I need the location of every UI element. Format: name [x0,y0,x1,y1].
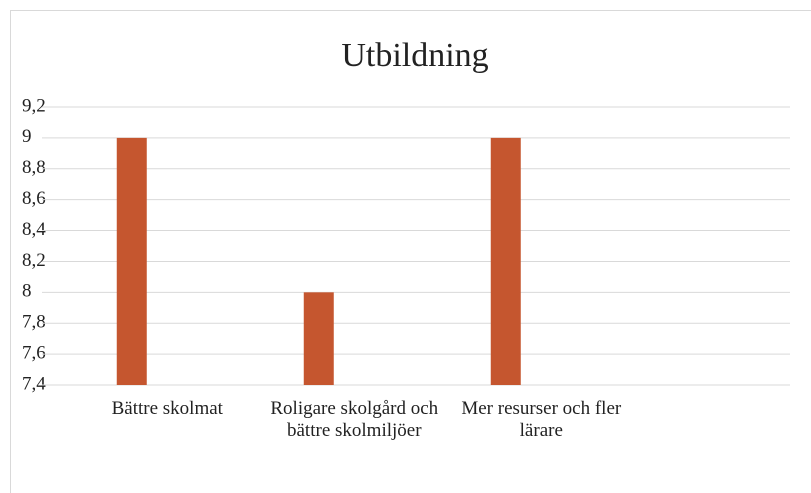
y-tick-label: 7,6 [22,342,46,363]
x-tick-label-box: Bättre skolmat [111,398,223,419]
y-tick-label: 7,8 [22,312,46,333]
x-tick-label-box: Roligare skolgård och bättre skolmiljöer [270,398,439,441]
y-tick-label: 8,4 [22,219,46,240]
y-tick-label: 9 [22,126,32,147]
y-tick-label: 7,4 [22,373,46,394]
bar [303,292,334,385]
x-tick-label: Roligare skolgård och bättre skolmiljöer [270,398,439,441]
y-tick-label: 8,8 [22,157,46,178]
y-tick-label: 8,2 [22,250,46,271]
y-tick-label: 8 [22,281,32,302]
chart-title: Utbildning [341,37,488,74]
bar [116,137,147,385]
x-tick-label: Mer resurser och fler lärare [461,398,622,441]
bar [490,137,521,385]
y-tick-label: 9,2 [22,95,46,116]
x-tick-label-box: Mer resurser och fler lärare [461,398,622,441]
x-tick-label: Bättre skolmat [111,398,223,419]
y-tick-label: 8,6 [22,188,46,209]
